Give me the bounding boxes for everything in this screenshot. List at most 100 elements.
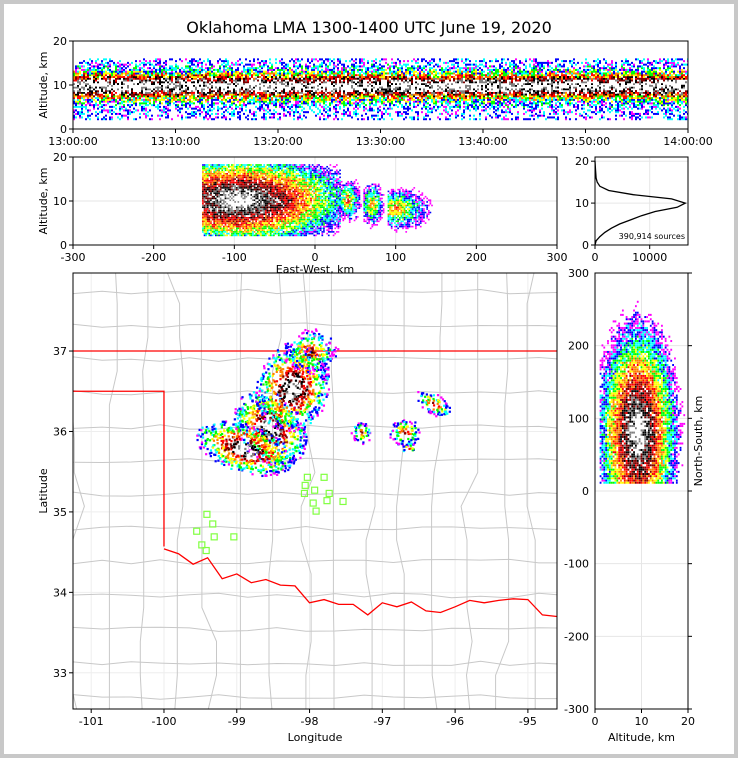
time-height-cell: [193, 112, 195, 115]
time-height-cell: [315, 77, 317, 80]
time-height-cell: [505, 109, 507, 112]
time-height-cell: [329, 75, 331, 78]
time-height-cell: [89, 102, 91, 105]
time-height-cell: [193, 83, 195, 85]
time-height-cell: [207, 58, 209, 61]
time-height-cell: [485, 74, 487, 77]
time-height-cell: [199, 91, 201, 94]
time-height-cell: [457, 77, 459, 80]
time-height-cell: [85, 98, 87, 101]
time-height-cell: [211, 104, 213, 107]
time-height-cell: [221, 102, 223, 105]
time-height-cell: [381, 68, 383, 71]
time-height-cell: [321, 97, 323, 100]
time-height-cell: [255, 70, 257, 73]
time-height-cell: [433, 79, 435, 82]
time-height-cell: [265, 61, 267, 64]
time-height-cell: [491, 105, 493, 108]
time-height-cell: [337, 84, 339, 87]
time-height-cell: [381, 79, 383, 82]
time-height-cell: [261, 79, 263, 82]
time-height-cell: [293, 60, 295, 63]
time-height-cell: [297, 79, 299, 82]
time-height-cell: [477, 68, 479, 71]
time-height-cell: [99, 74, 101, 77]
time-height-cell: [471, 105, 473, 108]
time-height-cell: [193, 58, 195, 61]
time-height-cell: [191, 100, 193, 103]
time-height-cell: [325, 70, 327, 73]
time-height-cell: [503, 93, 505, 96]
time-height-cell: [505, 72, 507, 75]
time-height-cell: [391, 70, 393, 73]
time-height-cell: [471, 81, 473, 84]
time-height-cell: [241, 109, 243, 112]
time-height-cell: [127, 109, 129, 112]
time-height-cell: [325, 65, 327, 68]
time-height-cell: [91, 68, 93, 71]
time-height-cell: [85, 93, 87, 96]
time-height-cell: [231, 88, 233, 91]
time-height-cell: [241, 105, 243, 108]
time-height-cell: [297, 90, 299, 93]
time-height-cell: [507, 111, 509, 114]
time-height-cell: [179, 107, 181, 110]
time-height-cell: [271, 63, 273, 66]
time-height-cell: [191, 75, 193, 78]
time-height-cell: [341, 86, 343, 89]
time-height-cell: [175, 60, 177, 63]
time-height-cell: [429, 81, 431, 84]
time-height-cell: [301, 74, 303, 77]
time-height-cell: [411, 84, 413, 87]
time-height-cell: [407, 63, 409, 66]
time-height-cell: [165, 91, 167, 94]
time-height-cell: [199, 98, 201, 101]
time-height-cell: [451, 81, 453, 84]
time-height-cell: [357, 90, 359, 93]
time-height-cell: [95, 102, 97, 105]
time-height-cell: [275, 100, 277, 103]
time-height-cell: [97, 98, 99, 101]
time-height-cell: [479, 86, 481, 89]
time-height-cell: [409, 79, 411, 82]
time-height-cell: [493, 74, 495, 77]
time-height-cell: [195, 107, 197, 110]
time-height-cell: [119, 93, 121, 96]
time-height-cell: [137, 95, 139, 98]
time-height-cell: [243, 83, 245, 85]
time-height-cell: [307, 72, 309, 75]
time-height-cell: [349, 79, 351, 82]
time-height-cell: [505, 93, 507, 96]
time-height-cell: [309, 93, 311, 96]
time-height-cell: [457, 61, 459, 64]
time-height-cell: [169, 100, 171, 103]
time-height-cell: [263, 70, 265, 73]
time-height-cell: [335, 65, 337, 68]
time-height-cell: [315, 67, 317, 70]
time-height-cell: [453, 72, 455, 75]
time-height-cell: [371, 116, 373, 119]
time-height-cell: [241, 107, 243, 110]
time-height-cell: [309, 79, 311, 82]
time-height-cell: [471, 98, 473, 101]
time-height-cell: [119, 65, 121, 68]
time-height-cell: [209, 93, 211, 96]
time-height-cell: [427, 74, 429, 77]
time-height-cell: [295, 84, 297, 87]
time-height-cell: [119, 86, 121, 89]
time-height-cell: [439, 72, 441, 75]
time-height-cell: [127, 79, 129, 82]
time-height-cell: [207, 111, 209, 114]
time-height-cell: [153, 93, 155, 96]
time-height-cell: [115, 75, 117, 78]
time-height-cell: [489, 77, 491, 80]
time-height-cell: [135, 109, 137, 112]
time-height-cell: [413, 84, 415, 87]
time-height-cell: [501, 86, 503, 89]
time-height-cell: [393, 79, 395, 82]
time-height-cell: [465, 91, 467, 94]
time-height-cell: [371, 72, 373, 75]
time-height-cell: [265, 88, 267, 91]
time-height-cell: [487, 93, 489, 96]
time-height-cell: [331, 102, 333, 105]
